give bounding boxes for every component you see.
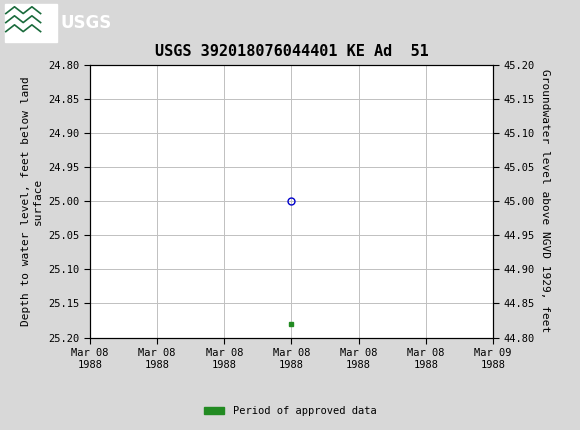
Legend: Period of approved data: Period of approved data	[200, 402, 380, 421]
Text: USGS: USGS	[61, 14, 112, 31]
Title: USGS 392018076044401 KE Ad  51: USGS 392018076044401 KE Ad 51	[155, 44, 428, 59]
FancyBboxPatch shape	[5, 3, 57, 42]
Y-axis label: Depth to water level, feet below land
surface: Depth to water level, feet below land su…	[21, 76, 43, 326]
Y-axis label: Groundwater level above NGVD 1929, feet: Groundwater level above NGVD 1929, feet	[540, 69, 550, 333]
